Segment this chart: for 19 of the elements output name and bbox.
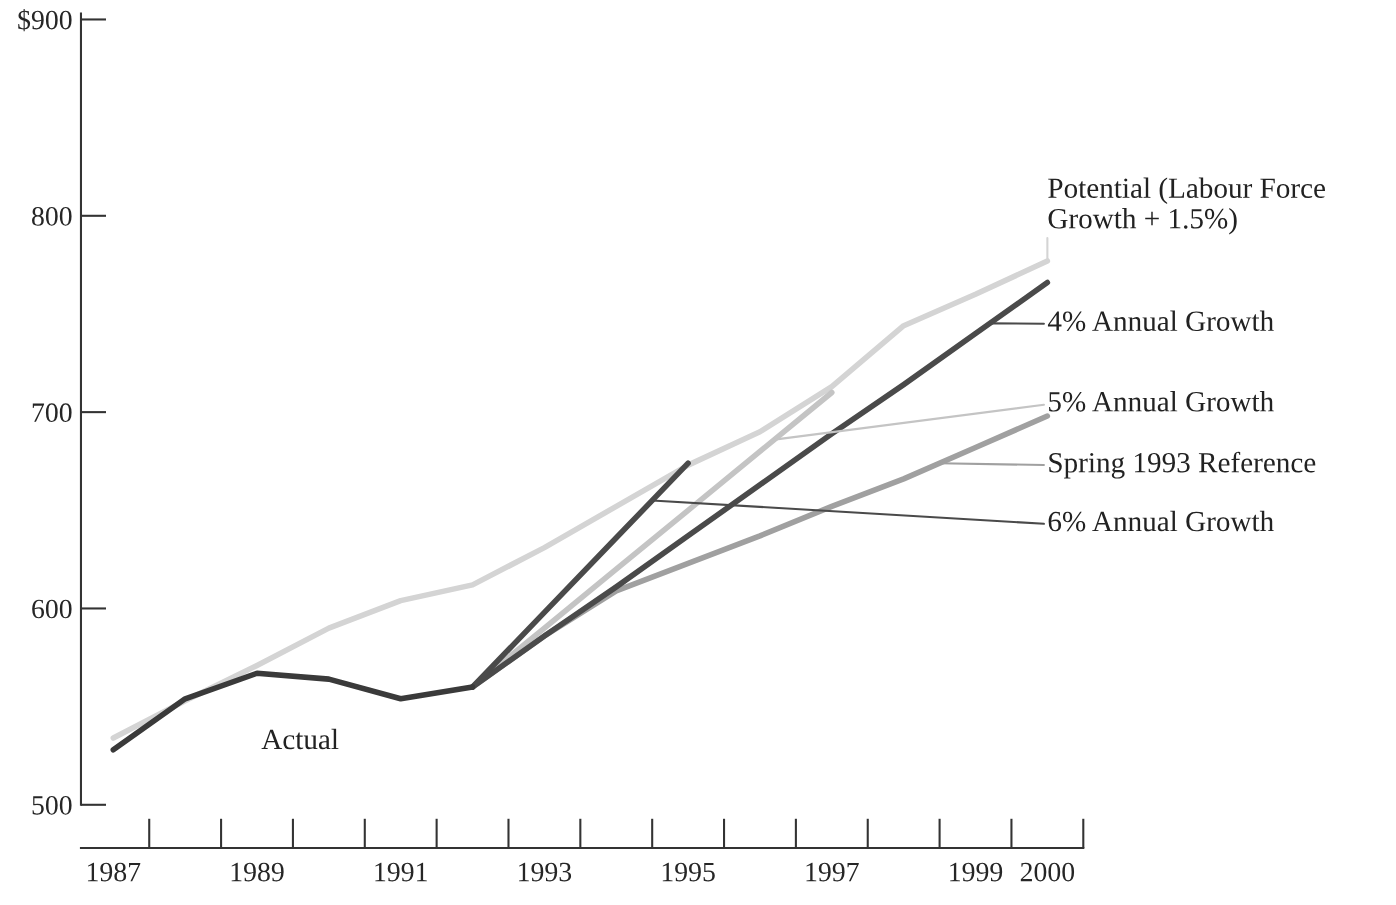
y-tick-label: 500 xyxy=(32,795,72,815)
text: 5% Annual Growth xyxy=(1049,391,1274,412)
x-tick-label: 2000 xyxy=(1020,862,1075,882)
text: 6% Annual Growth xyxy=(1048,510,1274,532)
x-tick-label: 1989 xyxy=(231,862,284,882)
series-label: Potential (Labour Force Growth + 1.5%) xyxy=(1048,177,1325,235)
x-tick-label: 1993 xyxy=(519,862,572,882)
x-tick-label: 1987 xyxy=(87,862,141,882)
x-tick-label: 1991 xyxy=(375,862,427,882)
series-label: Actual xyxy=(261,728,339,750)
x-tick-label: 1999 xyxy=(950,862,1003,882)
x-tick-label: 1997 xyxy=(806,862,859,882)
legend-label: 4% Annual Growth xyxy=(1047,310,1274,332)
y-tick-label: 700 xyxy=(32,403,72,423)
legend-label: Spring 1993 Reference xyxy=(1049,451,1316,479)
x-tick-label: 1995 xyxy=(662,862,715,882)
y-tick-label: 600 xyxy=(32,599,72,619)
y-tick-label: 800 xyxy=(32,206,72,226)
y-tick-label: $900 xyxy=(18,8,72,32)
